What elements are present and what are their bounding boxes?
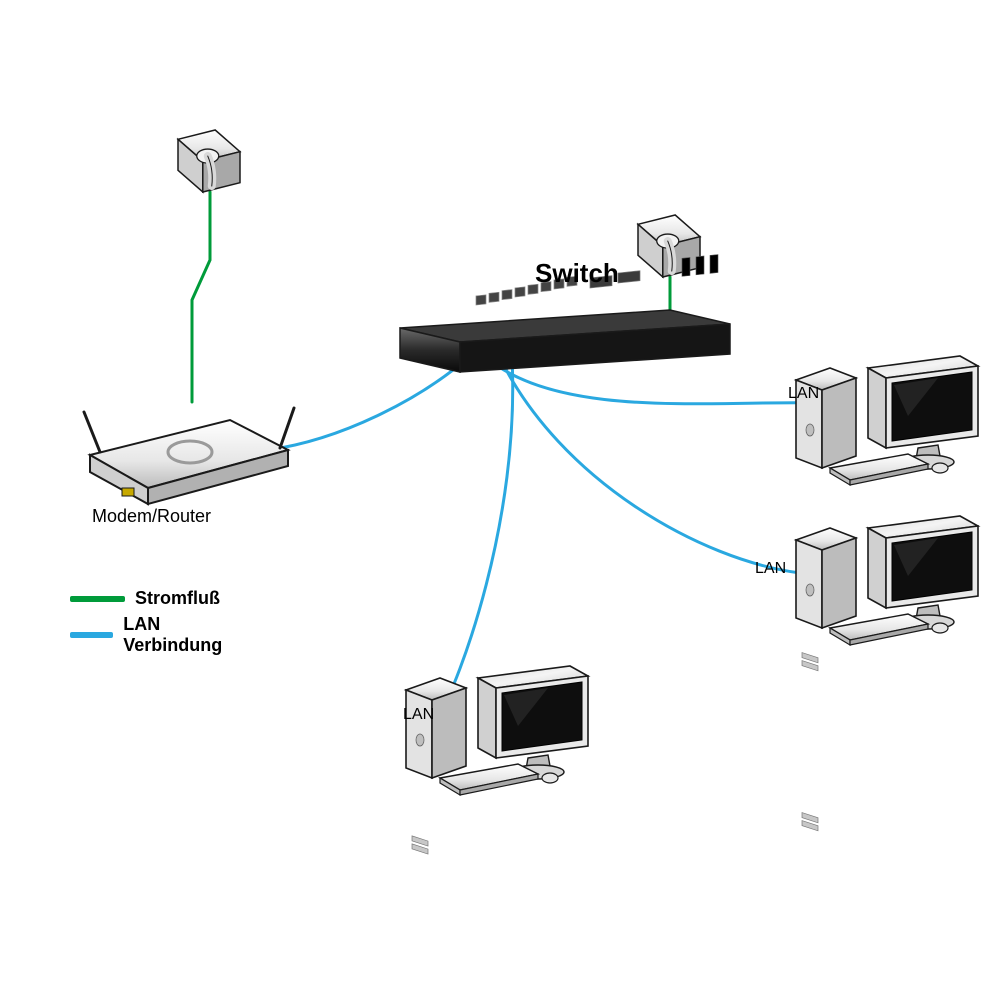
modem-label: Modem/Router: [92, 506, 211, 527]
legend-label: Stromfluß: [135, 588, 220, 609]
power-cable: [192, 192, 210, 402]
legend-label: LAN Verbindung: [123, 614, 234, 656]
lan-label-1: LAN: [788, 385, 819, 403]
diagram-svg: [0, 0, 1000, 1000]
computer-icon: [406, 666, 588, 854]
lan-cable: [500, 358, 800, 573]
legend-row: Stromfluß: [70, 588, 220, 609]
lan-label-2: LAN: [755, 560, 786, 578]
lan-cable: [268, 356, 470, 450]
lan-label-3: LAN: [403, 706, 434, 724]
network-diagram: Switch Modem/Router LAN LAN LAN Stromflu…: [0, 0, 1000, 1000]
legend-row: LAN Verbindung: [70, 614, 234, 656]
lan-cable: [438, 358, 513, 718]
computer-icon: [796, 516, 978, 831]
legend-swatch: [70, 632, 113, 638]
switch-label: Switch: [535, 258, 619, 289]
wall-outlet-icon: [638, 215, 700, 277]
legend-swatch: [70, 596, 125, 602]
modem-router-icon: [84, 408, 294, 504]
wall-outlet-icon: [178, 130, 240, 192]
